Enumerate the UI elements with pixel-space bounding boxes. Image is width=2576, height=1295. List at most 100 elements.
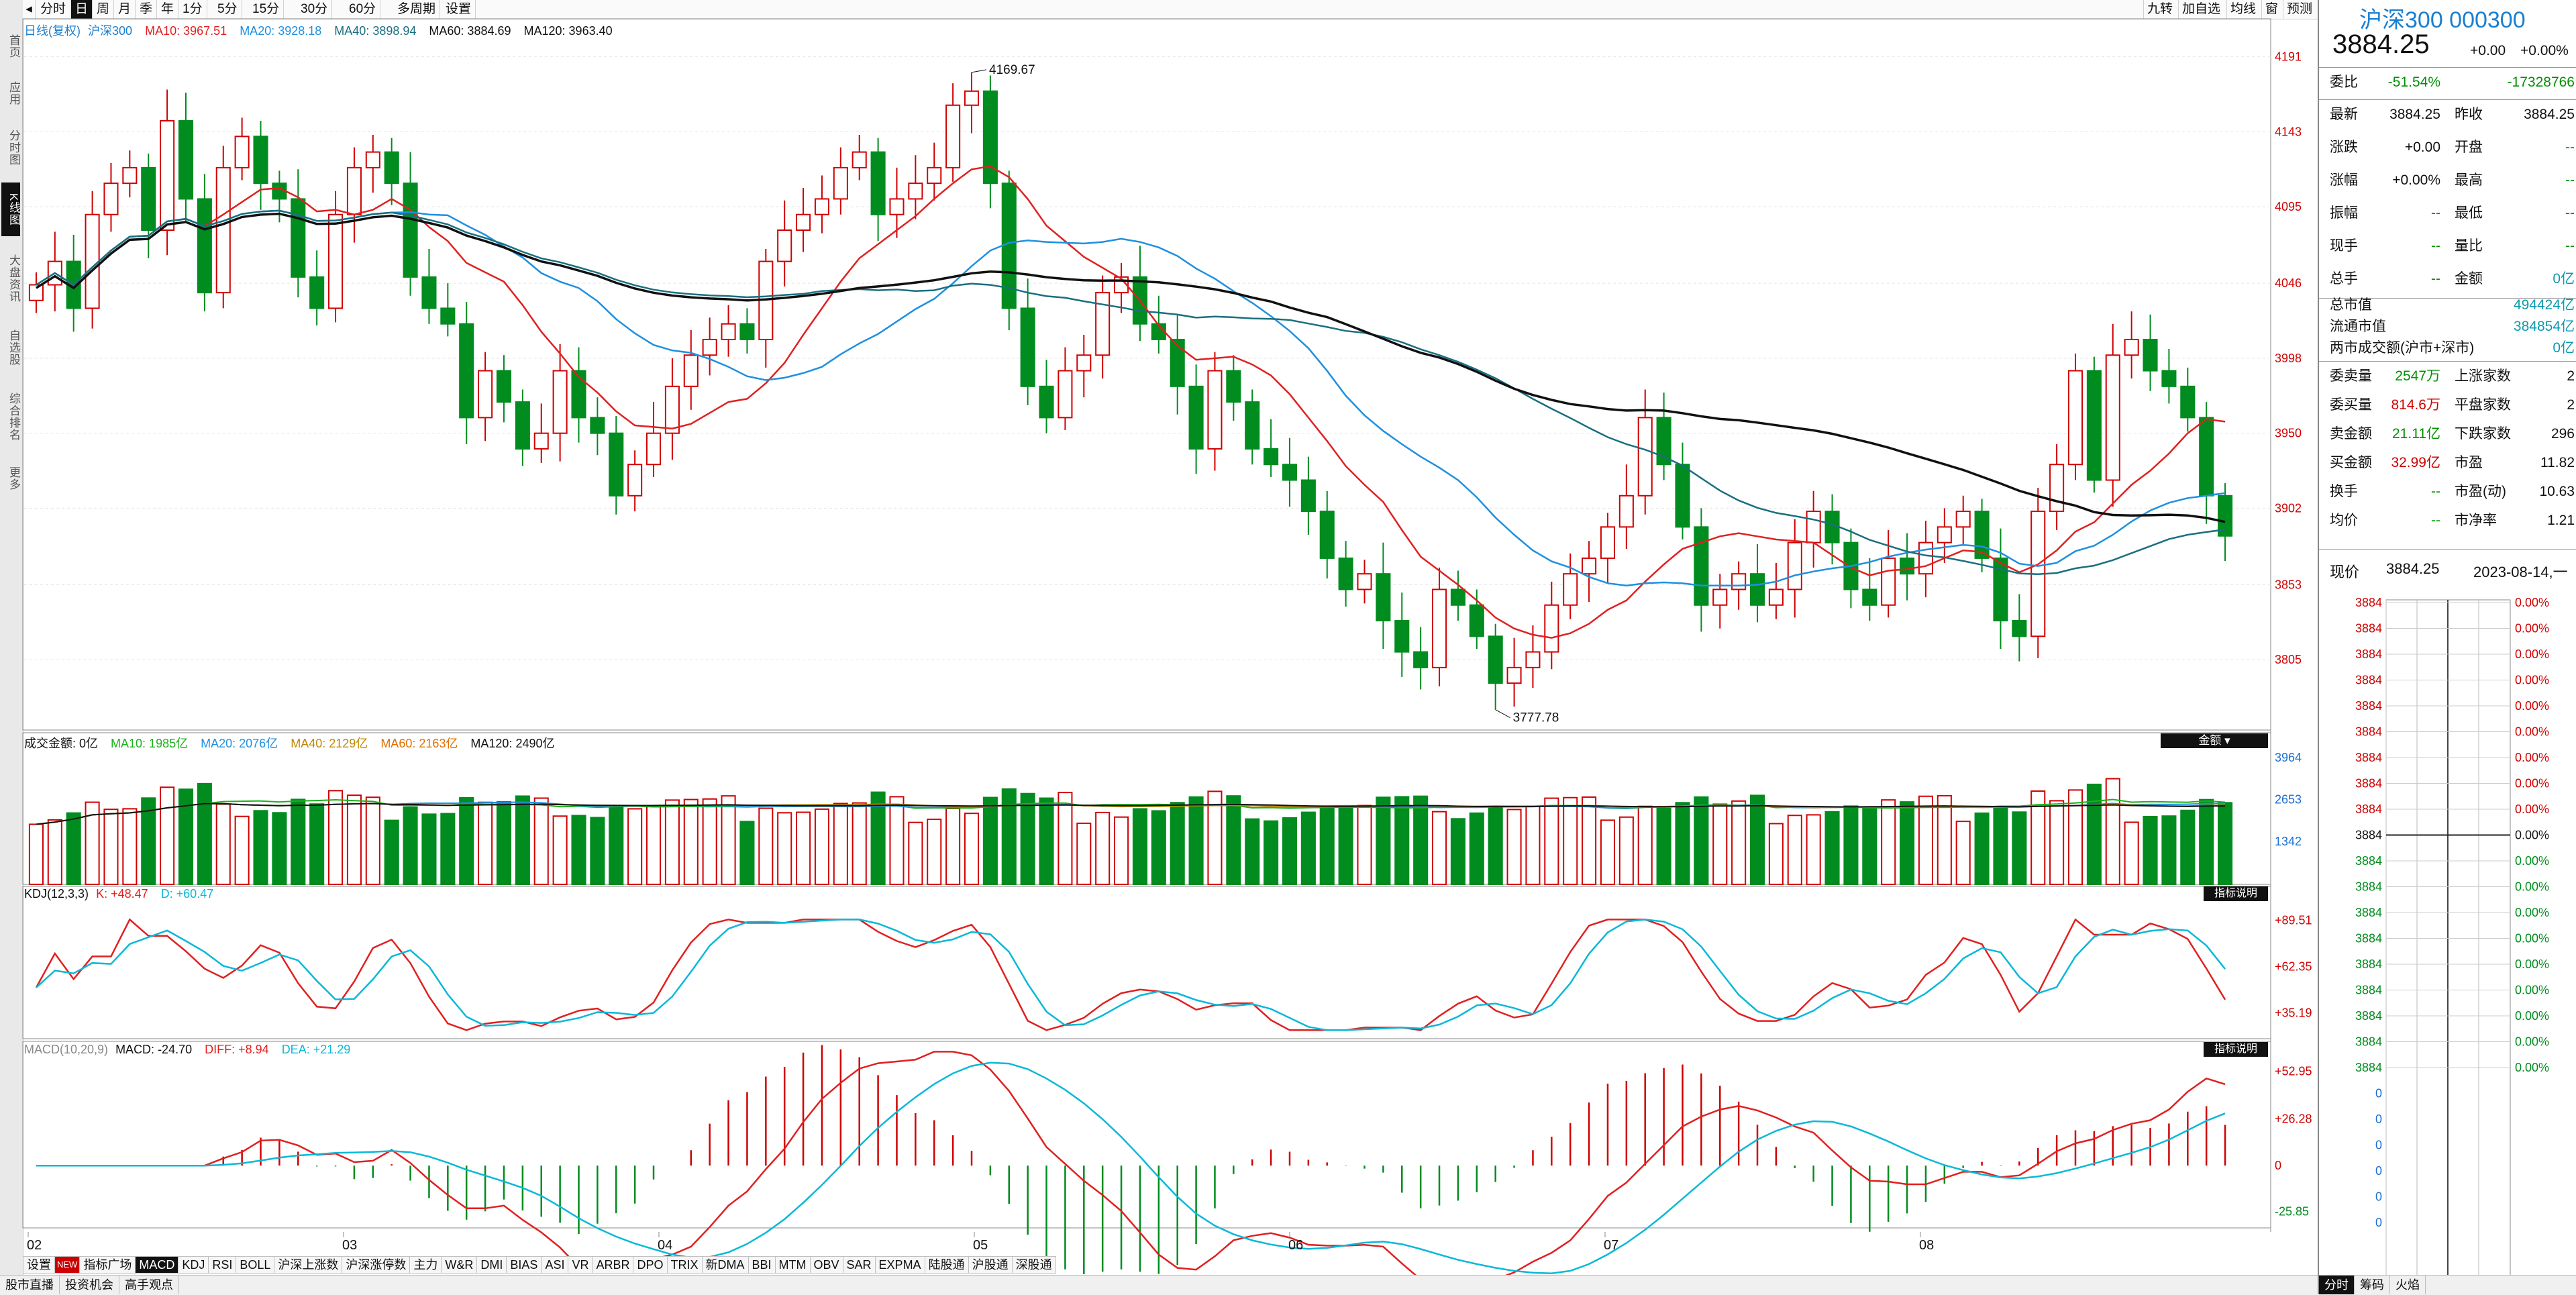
toolbar-right-4[interactable]: 预测	[2283, 0, 2316, 19]
toolbar-prev-button[interactable]: ◂	[23, 0, 36, 19]
indicator-tab-3[interactable]: KDJ	[178, 1256, 209, 1274]
volume-bar	[571, 815, 586, 886]
quote-divider	[2319, 99, 2576, 100]
period-tab-5[interactable]: 年	[157, 0, 179, 19]
toolbar-right-0[interactable]: 九转	[2143, 0, 2176, 19]
toolbar-right-1[interactable]: 加自选	[2178, 0, 2224, 19]
candle-body	[2067, 370, 2083, 466]
rail-item-2[interactable]: 分时图	[7, 130, 20, 166]
indicator-tab-20[interactable]: OBV	[809, 1256, 843, 1274]
period-tab-2[interactable]: 周	[93, 0, 115, 19]
indicator-tab-24[interactable]: 沪股通	[968, 1256, 1013, 1274]
period-tab-10[interactable]: 60分	[345, 0, 381, 19]
indicator-tab-4[interactable]: RSI	[208, 1256, 237, 1274]
ma60-line	[35, 212, 2226, 523]
toolbar-right-2[interactable]: 均线	[2226, 0, 2259, 19]
period-tab-9[interactable]: 30分	[297, 0, 333, 19]
volume-bar	[309, 803, 325, 885]
vol-ma20-label: MA20: 2076亿	[201, 737, 278, 750]
quote-row-b0-key: 最新	[2330, 107, 2358, 122]
candle-body	[590, 417, 605, 434]
period-tab-6[interactable]: 1分	[178, 0, 207, 19]
indicator-tab-18[interactable]: BBI	[748, 1256, 776, 1274]
status-item-2[interactable]: 高手观点	[119, 1276, 179, 1294]
rail-item-7[interactable]: 更多	[7, 466, 20, 490]
volume-bar	[2030, 790, 2046, 885]
quote-bottom-tab-0[interactable]: 分时	[2319, 1276, 2355, 1294]
indicator-tab-12[interactable]: ASI	[541, 1256, 569, 1274]
candle-body	[478, 370, 493, 419]
mini-right-label: 0.00%	[2515, 674, 2549, 687]
candle-body	[982, 90, 998, 185]
rail-item-6[interactable]: 综合排名	[7, 393, 20, 441]
indicator-tab-22[interactable]: EXPMA	[874, 1256, 925, 1274]
rail-item-0[interactable]: 首页	[7, 34, 20, 58]
macd-header: MACD(10,20,9) MACD: -24.70 DIFF: +8.94 D…	[24, 1043, 360, 1057]
indicator-tab-8[interactable]: 主力	[409, 1256, 442, 1274]
quote-row-b2-key2: 最高	[2455, 172, 2483, 188]
indicator-tab-17[interactable]: 新DMA	[701, 1256, 749, 1274]
mini-left-label: 3884	[2355, 751, 2382, 764]
quote-title: 沪深300 000300	[2359, 7, 2526, 33]
rail-item-5[interactable]: 自选股	[7, 329, 20, 366]
indicator-tab-9[interactable]: W&R	[441, 1256, 478, 1274]
quote-row-c0-value2: 494424亿	[2513, 297, 2575, 313]
rail-item-1[interactable]: 应用	[7, 81, 20, 105]
volume-type-select[interactable]: 金额 ▾	[2161, 733, 2268, 748]
quote-row-b1: 涨跌 +0.00 开盘 --	[2330, 132, 2575, 163]
mini-left-label: 3884	[2355, 725, 2382, 739]
volume-bar	[927, 819, 942, 885]
indicator-tab-2[interactable]: MACD	[135, 1256, 179, 1274]
quote-bottom-tab-2[interactable]: 火焰	[2390, 1276, 2426, 1294]
volume-bar	[1881, 799, 1896, 885]
toolbar-right-3[interactable]: 窗	[2261, 0, 2281, 19]
candle-body	[1900, 557, 1915, 575]
rail-item-4[interactable]: 大盘资讯	[7, 254, 20, 303]
macd-dea-line	[36, 1061, 2226, 1275]
period-tab-4[interactable]: 季	[136, 0, 158, 19]
status-item-1[interactable]: 投资机会	[60, 1276, 119, 1294]
candle-body	[777, 229, 792, 262]
period-tab-1[interactable]: 日	[71, 0, 93, 19]
indicator-tab-14[interactable]: ARBR	[592, 1256, 634, 1274]
rail-item-3[interactable]: K线图	[1, 183, 20, 236]
volume-bar	[721, 795, 736, 885]
kdj-help-button[interactable]: 指标说明	[2204, 886, 2268, 901]
period-tab-11[interactable]: 多周期	[393, 0, 441, 19]
indicator-tab-13[interactable]: VR	[568, 1256, 593, 1274]
quote-bottom-tab-1[interactable]: 筹码	[2355, 1276, 2390, 1294]
period-tab-3[interactable]: 月	[114, 0, 136, 19]
indicator-tab-16[interactable]: TRIX	[666, 1256, 703, 1274]
kdj-axis-label: +89.51	[2275, 914, 2312, 927]
volume-bar	[1694, 796, 1709, 886]
mini-left-label: 0	[2375, 1216, 2382, 1229]
price-axis-label: 3902	[2275, 501, 2302, 515]
quote-row-a0-key: 委比	[2330, 74, 2358, 90]
indicator-tab-11[interactable]: BIAS	[506, 1256, 542, 1274]
mini-left-label: 3884	[2355, 932, 2382, 945]
indicator-tab-1[interactable]: 指标广场	[79, 1256, 136, 1274]
candle-body	[1918, 541, 1933, 575]
candle-body	[683, 354, 699, 387]
indicator-tab-19[interactable]: MTM	[774, 1256, 811, 1274]
indicator-tab-10[interactable]: DMI	[476, 1256, 507, 1274]
indicator-tab-0[interactable]: 设置	[23, 1256, 55, 1274]
indicator-tab-21[interactable]: SAR	[842, 1256, 876, 1274]
indicator-tab-5[interactable]: BOLL	[236, 1256, 275, 1274]
indicator-tab-6[interactable]: 沪深上涨数	[274, 1256, 343, 1274]
candle-body	[1544, 604, 1559, 653]
candle-body	[384, 151, 399, 185]
mini-right-label: 0.00%	[2515, 906, 2549, 919]
kline-chart[interactable]: 4191 4143 4095 4046 3998 3950 3902 3853 3805 4169…	[0, 0, 2318, 1275]
indicator-tab-15[interactable]: DPO	[633, 1256, 668, 1274]
indicator-tab-25[interactable]: 深股通	[1011, 1256, 1056, 1274]
macd-help-button[interactable]: 指标说明	[2204, 1042, 2268, 1057]
status-item-0[interactable]: 股市直播	[0, 1276, 60, 1294]
indicator-tab-23[interactable]: 陆股通	[924, 1256, 969, 1274]
period-tab-8[interactable]: 15分	[248, 0, 285, 19]
volume-bar	[1319, 806, 1335, 885]
period-tab-7[interactable]: 5分	[213, 0, 242, 19]
period-tab-0[interactable]: 分时	[36, 0, 71, 19]
period-tab-12[interactable]: 设置	[442, 0, 476, 19]
indicator-tab-7[interactable]: 沪深涨停数	[342, 1256, 411, 1274]
